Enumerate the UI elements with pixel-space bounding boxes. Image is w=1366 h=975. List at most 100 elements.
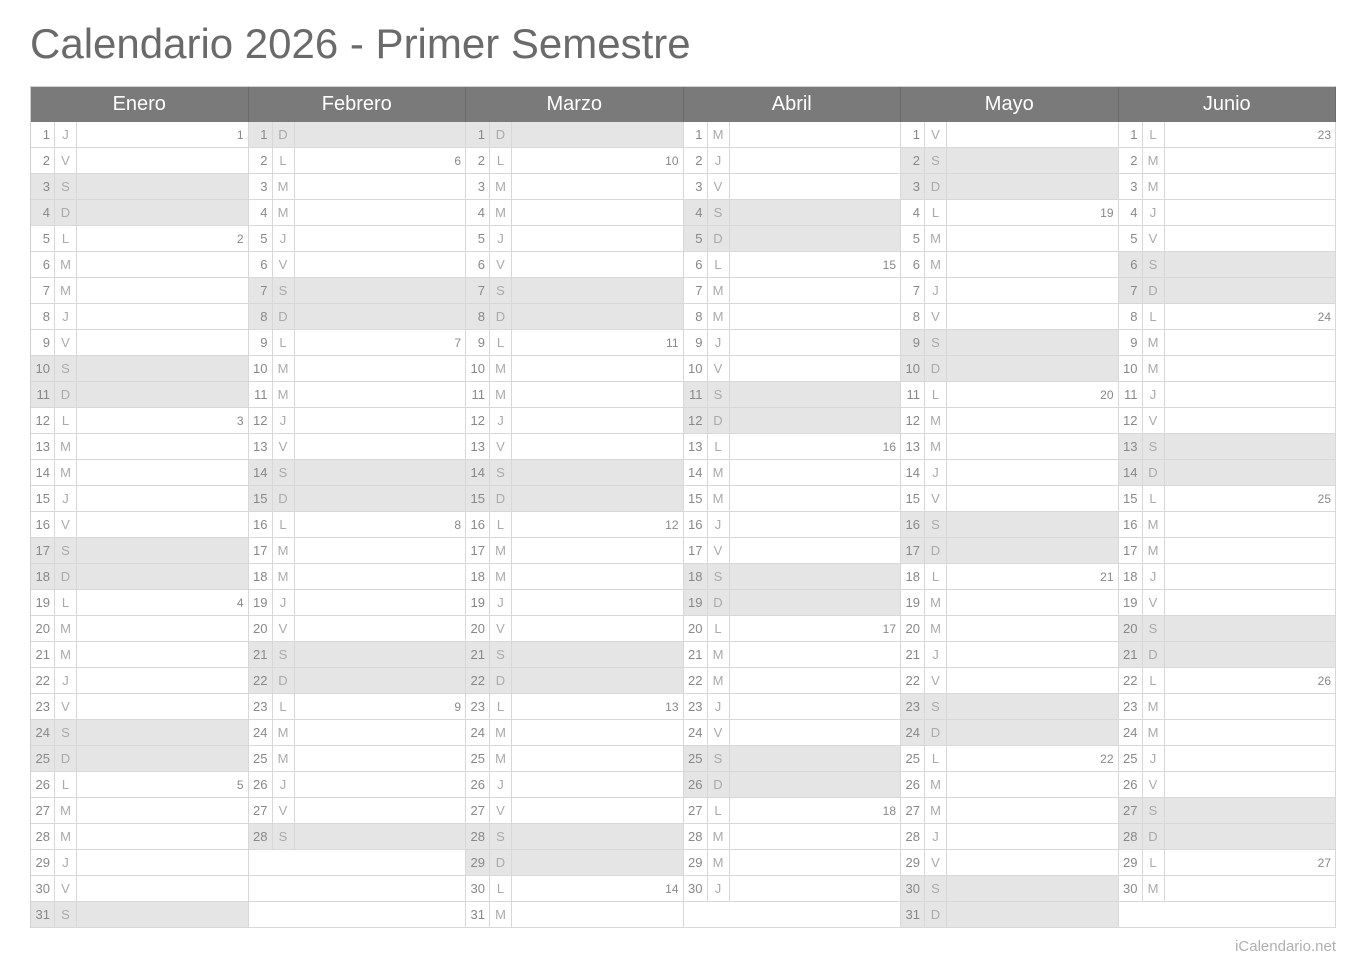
day-row: 17M (466, 538, 684, 564)
day-body (295, 642, 444, 667)
day-body (512, 408, 661, 433)
day-body (512, 720, 661, 745)
day-number: 3 (901, 174, 925, 199)
day-of-week: S (1143, 252, 1165, 277)
day-body (295, 122, 444, 147)
day-body (1165, 746, 1314, 771)
week-number (226, 668, 248, 693)
day-number: 18 (249, 564, 273, 589)
day-of-week: L (708, 434, 730, 459)
day-body (295, 200, 444, 225)
day-of-week: M (708, 460, 730, 485)
week-number (661, 382, 683, 407)
day-body (1165, 876, 1314, 901)
day-number: 21 (1119, 642, 1143, 667)
week-number (1096, 330, 1118, 355)
day-number: 20 (31, 616, 55, 641)
week-number (226, 330, 248, 355)
day-of-week: J (708, 148, 730, 173)
week-number (443, 200, 465, 225)
day-number: 13 (31, 434, 55, 459)
day-body (512, 798, 661, 823)
day-of-week: V (55, 330, 77, 355)
day-of-week: M (490, 720, 512, 745)
day-row: 12L3 (31, 408, 249, 434)
week-number (661, 486, 683, 511)
day-number: 6 (1119, 252, 1143, 277)
day-number: 14 (901, 460, 925, 485)
day-row: 16V (31, 512, 249, 538)
day-of-week: M (925, 798, 947, 823)
day-number: 15 (31, 486, 55, 511)
day-row: 7J (901, 278, 1119, 304)
day-row: 30J (684, 876, 902, 902)
day-body (77, 278, 226, 303)
day-of-week: M (1143, 876, 1165, 901)
day-row: 24M (249, 720, 467, 746)
month-column: Abril1M2J3V4S5D6L157M8M9J10V11S12D13L161… (684, 87, 902, 928)
day-body (77, 486, 226, 511)
day-number: 30 (901, 876, 925, 901)
day-row: 22J (31, 668, 249, 694)
day-number: 20 (901, 616, 925, 641)
day-of-week: L (925, 746, 947, 771)
day-of-week: J (708, 876, 730, 901)
week-number (1096, 122, 1118, 147)
day-of-week: D (1143, 824, 1165, 849)
day-row (1119, 902, 1337, 928)
day-body (77, 850, 226, 875)
calendar-grid: Enero1J12V3S4D5L26M7M8J9V10S11D12L313M14… (30, 86, 1336, 928)
day-body (295, 564, 444, 589)
day-number: 31 (901, 902, 925, 927)
day-of-week: J (490, 590, 512, 615)
week-number (1313, 616, 1335, 641)
week-number (1313, 226, 1335, 251)
week-number (878, 486, 900, 511)
day-row: 3M (1119, 174, 1337, 200)
day-number: 19 (31, 590, 55, 615)
day-body (512, 772, 661, 797)
day-of-week: V (55, 148, 77, 173)
day-body (77, 408, 226, 433)
week-number (1313, 460, 1335, 485)
day-number: 29 (31, 850, 55, 875)
day-body (512, 356, 661, 381)
week-number (226, 564, 248, 589)
day-body (947, 512, 1096, 537)
week-number (226, 382, 248, 407)
day-body (512, 824, 661, 849)
week-number (1313, 876, 1335, 901)
day-of-week: M (708, 122, 730, 147)
day-body (77, 694, 226, 719)
week-number: 19 (1096, 200, 1118, 225)
day-body (1165, 512, 1314, 537)
week-number (1313, 330, 1335, 355)
day-number: 22 (31, 668, 55, 693)
day-body (947, 408, 1096, 433)
day-row: 7S (249, 278, 467, 304)
day-body (512, 486, 661, 511)
week-number (443, 408, 465, 433)
day-row: 23S (901, 694, 1119, 720)
day-row (249, 876, 467, 902)
day-number: 25 (466, 746, 490, 771)
week-number (661, 434, 683, 459)
day-number: 3 (466, 174, 490, 199)
day-body (947, 876, 1096, 901)
day-body (295, 304, 444, 329)
day-body (947, 434, 1096, 459)
day-of-week: V (1143, 772, 1165, 797)
day-of-week: V (708, 356, 730, 381)
day-body (295, 720, 444, 745)
week-number (443, 720, 465, 745)
day-number: 19 (466, 590, 490, 615)
day-number: 18 (901, 564, 925, 589)
day-body (947, 148, 1096, 173)
day-of-week: D (925, 902, 947, 927)
week-number (1313, 538, 1335, 563)
day-body (512, 902, 661, 927)
day-of-week: D (708, 226, 730, 251)
day-of-week: V (490, 252, 512, 277)
day-of-week: M (55, 824, 77, 849)
day-body (1165, 538, 1314, 563)
